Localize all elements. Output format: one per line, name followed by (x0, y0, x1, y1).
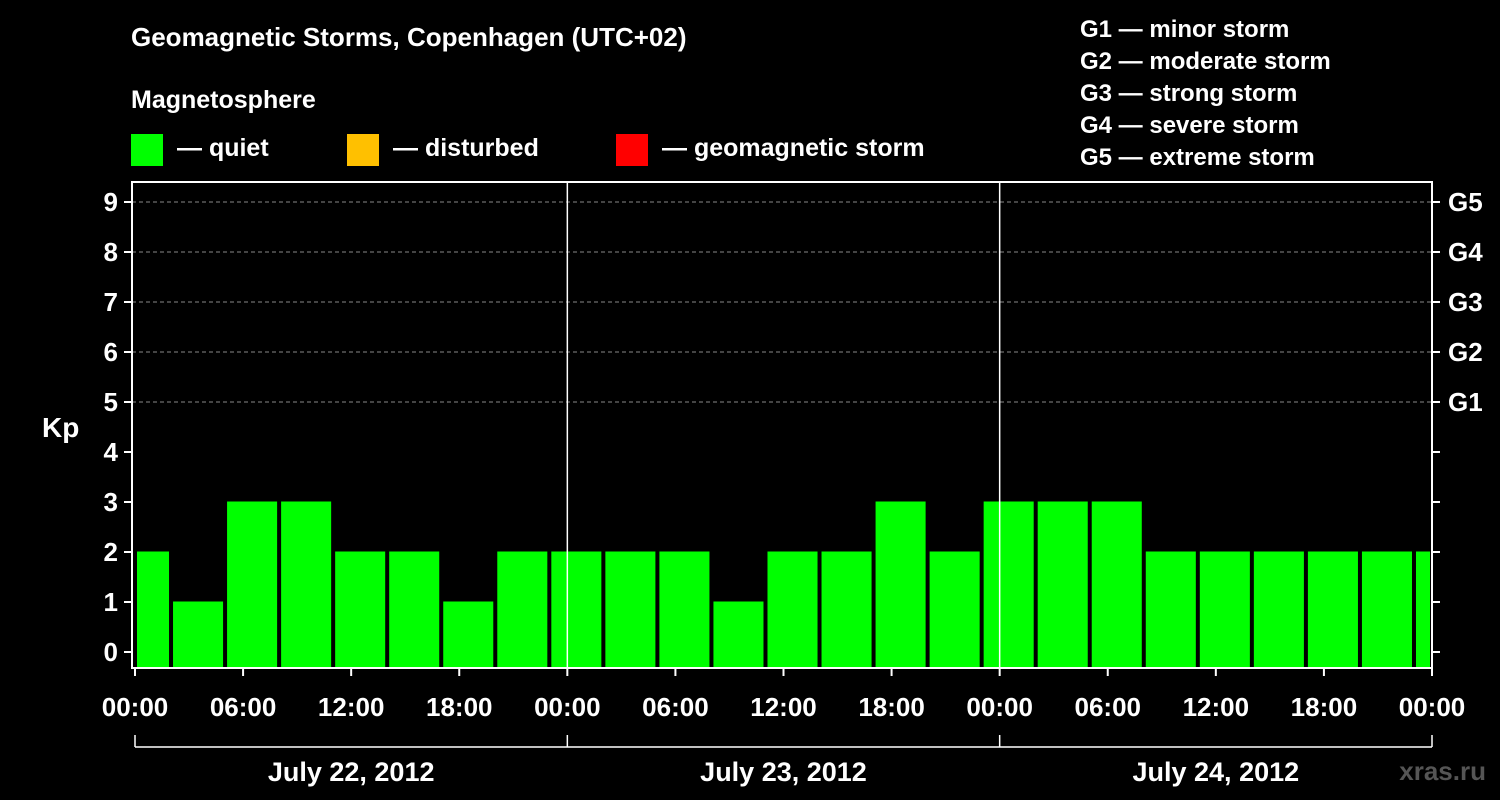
y-tick-label-0: 0 (104, 637, 118, 667)
x-tick-label-10: 12:00 (1183, 692, 1250, 722)
day-label-1: July 23, 2012 (700, 757, 867, 787)
storm-level-label-g3: G3 (1448, 287, 1483, 317)
x-tick-label-4: 00:00 (534, 692, 601, 722)
x-tick-label-8: 00:00 (966, 692, 1033, 722)
y-tick-label-3: 3 (104, 487, 118, 517)
magnetosphere-label: Magnetosphere (131, 86, 316, 114)
x-tick-label-11: 18:00 (1291, 692, 1358, 722)
y-tick-label-2: 2 (104, 537, 118, 567)
storm-scale-g2: G2 — moderate storm (1080, 48, 1331, 75)
kp-bar-20 (1199, 551, 1250, 668)
y-tick-label-4: 4 (104, 437, 119, 467)
kp-bar-9 (605, 551, 656, 668)
plot-frame (131, 181, 1433, 669)
kp-bar-19 (1145, 551, 1196, 668)
x-tick-label-7: 18:00 (858, 692, 925, 722)
storm-scale-legend: G1 — minor storm G2 — moderate storm G3 … (1080, 14, 1331, 174)
kp-bar-1 (173, 601, 224, 668)
x-tick-label-1: 06:00 (210, 692, 277, 722)
kp-bar-18 (1091, 501, 1142, 668)
storm-level-label-g4: G4 (1448, 237, 1483, 267)
kp-bar-6 (443, 601, 494, 668)
storm-scale-g5: G5 — extreme storm (1080, 144, 1315, 171)
y-tick-label-5: 5 (104, 387, 118, 417)
y-tick-label-1: 1 (104, 587, 118, 617)
x-tick-label-6: 12:00 (750, 692, 817, 722)
kp-bar-2 (227, 501, 278, 668)
legend-label-disturbed: — disturbed (393, 134, 539, 162)
day-label-0: July 22, 2012 (268, 757, 435, 787)
kp-bar-11 (713, 601, 764, 668)
x-tick-label-9: 06:00 (1075, 692, 1142, 722)
legend-swatch-storm (616, 134, 648, 166)
storm-level-label-g1: G1 (1448, 387, 1483, 417)
kp-bar-22 (1307, 551, 1358, 668)
y-tick-label-9: 9 (104, 187, 118, 217)
kp-bar-23 (1361, 551, 1412, 668)
y-tick-label-6: 6 (104, 337, 118, 367)
x-tick-label-5: 06:00 (642, 692, 709, 722)
legend-label-storm: — geomagnetic storm (662, 134, 925, 162)
legend-swatch-quiet (131, 134, 163, 166)
chart-title: Geomagnetic Storms, Copenhagen (UTC+02) (131, 22, 687, 52)
storm-scale-g3: G3 — strong storm (1080, 80, 1298, 107)
storm-scale-g4: G4 — severe storm (1080, 112, 1299, 139)
x-tick-label-0: 00:00 (102, 692, 169, 722)
kp-bar-15 (929, 551, 980, 668)
x-tick-label-12: 00:00 (1399, 692, 1466, 722)
y-tick-label-7: 7 (104, 287, 118, 317)
y-tick-label-8: 8 (104, 237, 118, 267)
storm-level-label-g5: G5 (1448, 187, 1483, 217)
legend-label-quiet: — quiet (177, 134, 269, 162)
kp-bar-3 (281, 501, 332, 668)
kp-bar-10 (659, 551, 710, 668)
storm-scale-g1: G1 — minor storm (1080, 16, 1290, 43)
kp-bar-14 (875, 501, 926, 668)
kp-bar-4 (335, 551, 386, 668)
kp-bar-5 (389, 551, 440, 668)
kp-bar-17 (1037, 501, 1088, 668)
storm-level-label-g2: G2 (1448, 337, 1483, 367)
kp-bar-12 (767, 551, 818, 668)
legend-swatch-disturbed (347, 134, 379, 166)
kp-bar-24 (1415, 551, 1430, 668)
watermark: xras.ru (1399, 756, 1486, 786)
x-tick-label-2: 12:00 (318, 692, 385, 722)
kp-bar-16 (983, 501, 1034, 668)
y-axis-label: Kp (42, 412, 80, 443)
x-tick-label-3: 18:00 (426, 692, 493, 722)
kp-bar-8 (551, 551, 602, 668)
day-label-2: July 24, 2012 (1133, 757, 1300, 787)
kp-bar-7 (497, 551, 548, 668)
kp-bar-21 (1253, 551, 1304, 668)
kp-bar-0 (137, 551, 170, 668)
kp-bar-13 (821, 551, 872, 668)
